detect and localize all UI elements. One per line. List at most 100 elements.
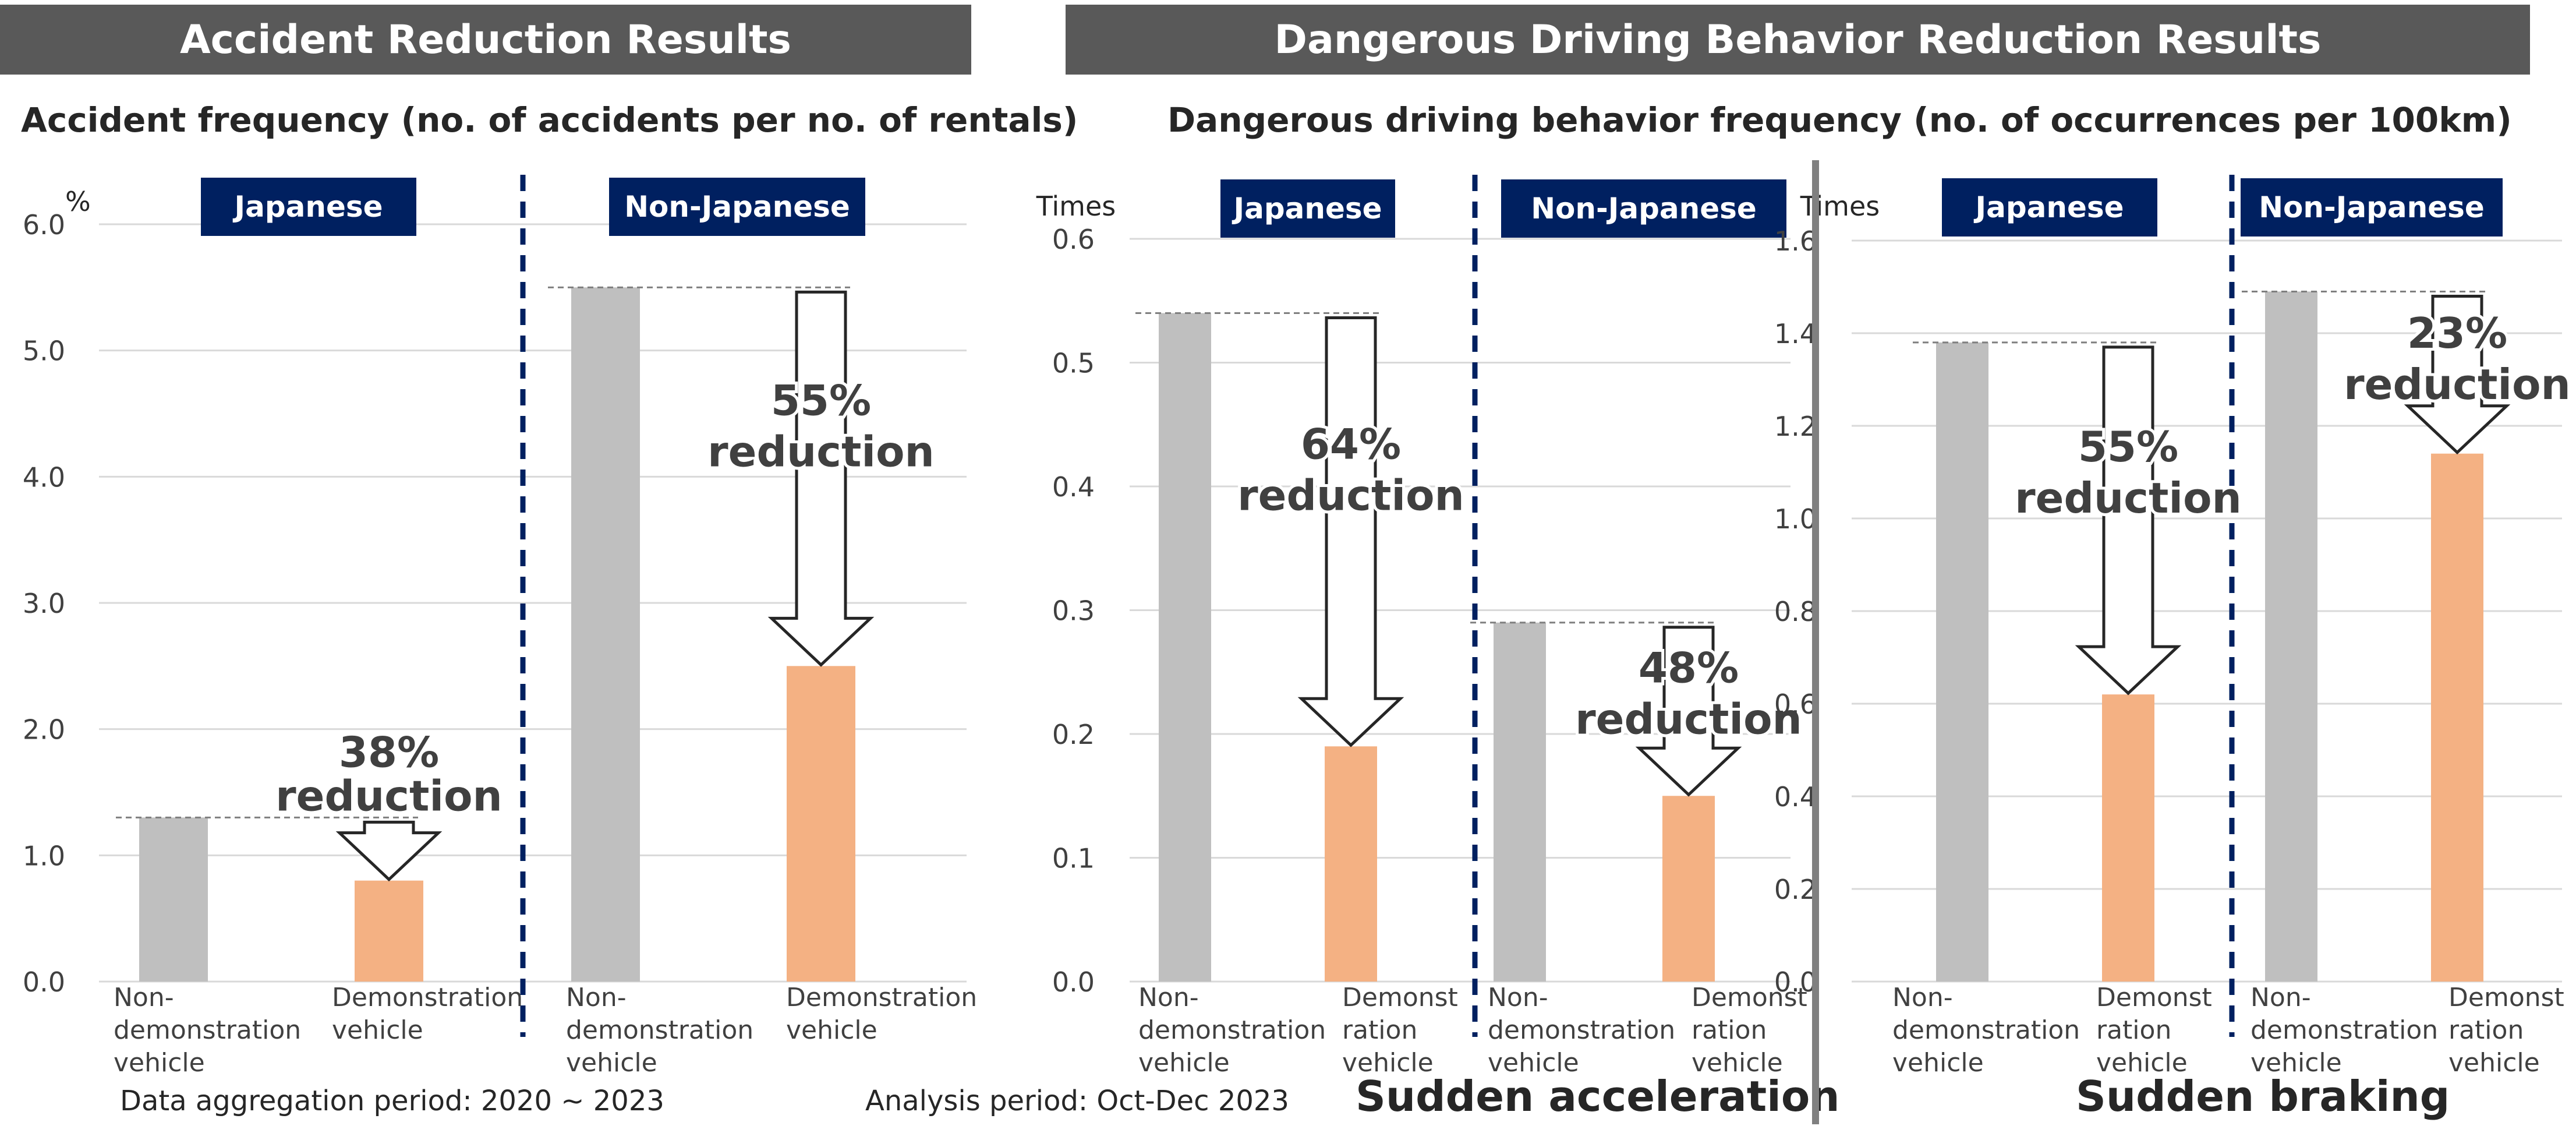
y-tick-label: 5.0 [23, 336, 65, 367]
reduction-arrow [1635, 626, 1742, 797]
y-tick-label: 1.6 [1774, 225, 1817, 257]
y-tick-label: 1.0 [1774, 503, 1817, 535]
bar-demonstration [2431, 453, 2483, 982]
y-tick-label: 0.5 [1052, 348, 1095, 379]
reduction-percent-label: 38% [339, 728, 439, 777]
x-category-label: vehicle [1488, 1048, 1579, 1078]
bar-demonstration [787, 666, 855, 982]
x-category-label: Demonst [1692, 983, 1807, 1012]
group-label-box [1220, 179, 1395, 238]
x-category-label: Non- [1138, 983, 1199, 1012]
reduction-arrow [1297, 316, 1404, 747]
reduction-percent-label: 48% [1639, 644, 1739, 693]
group-label-non-japanese: Non-Japanese [2259, 190, 2485, 224]
x-category-label: vehicle [566, 1048, 657, 1078]
x-category-label: vehicle [2251, 1048, 2342, 1078]
y-tick-label: 0.8 [1774, 596, 1817, 627]
reduction-percent-label: 64% [1301, 420, 1401, 469]
y-tick-label: 0.1 [1052, 843, 1095, 874]
y-tick-label: 1.4 [1774, 318, 1817, 350]
y-unit-label: Times [1800, 190, 1880, 222]
group-label-japanese: Japanese [1973, 190, 2124, 224]
accident-reduction-header: Accident Reduction Results [0, 5, 971, 75]
x-category-label: demonstration [566, 1015, 753, 1045]
sudden-braking-caption: Sudden braking [2076, 1072, 2450, 1121]
x-category-label: Demonstration [332, 983, 523, 1012]
bar-demonstration [1662, 796, 1715, 982]
y-tick-label: 0.0 [1774, 966, 1817, 998]
x-category-label: vehicle [114, 1048, 205, 1078]
y-tick-label: 4.0 [23, 461, 65, 493]
group-label-box [1942, 178, 2157, 237]
y-tick-label: 0.0 [1052, 966, 1095, 998]
bar-non-demonstration [1936, 342, 1988, 982]
y-tick-label: 0.3 [1052, 595, 1095, 627]
x-category-label: Non- [1488, 983, 1548, 1012]
x-category-label: ration [1692, 1015, 1767, 1045]
reduction-word-label: reduction [2344, 360, 2571, 409]
x-category-label: vehicle [2096, 1048, 2188, 1078]
x-category-label: vehicle [786, 1015, 877, 1045]
dangerous-driving-header: Dangerous Driving Behavior Reduction Res… [1066, 5, 2530, 75]
x-category-label: vehicle [2448, 1048, 2540, 1078]
reduction-arrow [2404, 294, 2511, 455]
group-label-japanese: Japanese [232, 190, 383, 224]
group-label-box [1501, 179, 1786, 238]
analysis-period: Analysis period: Oct-Dec 2023 [865, 1085, 1289, 1117]
x-category-label: Demonst [1342, 983, 1458, 1012]
x-category-label: Non- [2251, 983, 2311, 1012]
bar-non-demonstration [139, 817, 208, 982]
y-tick-label: 1.2 [1774, 411, 1817, 442]
reduction-word-label: reduction [1575, 695, 1802, 744]
x-category-label: vehicle [1342, 1048, 1434, 1078]
dangerous-driving-subtitle: Dangerous driving behavior frequency (no… [1167, 100, 2512, 140]
y-tick-label: 2.0 [23, 714, 65, 746]
bar-demonstration [1325, 746, 1377, 982]
x-category-label: vehicle [1138, 1048, 1230, 1078]
bar-demonstration [355, 880, 423, 982]
y-unit-label: % [65, 186, 91, 217]
x-category-label: vehicle [1692, 1048, 1783, 1078]
group-label-box [201, 178, 416, 236]
bar-non-demonstration [1159, 313, 1211, 982]
group-label-japanese: Japanese [1232, 192, 1382, 225]
x-category-label: Demonst [2096, 983, 2212, 1012]
group-label-box [2241, 178, 2503, 237]
y-tick-label: 0.2 [1052, 719, 1095, 750]
x-category-label: ration [2096, 1015, 2171, 1045]
reduction-word-label: reduction [2015, 474, 2242, 523]
x-category-label: demonstration [1488, 1015, 1675, 1045]
reduction-arrow [2075, 345, 2182, 696]
y-tick-label: 0.4 [1052, 471, 1095, 503]
reduction-percent-label: 23% [2407, 309, 2507, 358]
x-category-label: demonstration [2251, 1015, 2438, 1045]
group-label-box [609, 178, 865, 236]
bar-non-demonstration [2265, 291, 2317, 982]
y-tick-label: 0.2 [1774, 874, 1817, 905]
reduction-word-label: reduction [1237, 471, 1464, 520]
y-tick-label: 1.0 [23, 840, 65, 871]
reduction-percent-label: 55% [2078, 422, 2178, 471]
y-tick-label: 0.0 [23, 966, 65, 998]
x-category-label: Demonstration [786, 983, 977, 1012]
y-tick-label: 0.6 [1052, 224, 1095, 255]
bar-non-demonstration [571, 287, 640, 982]
x-category-label: vehicle [1892, 1048, 1984, 1078]
sudden-acceleration-caption: Sudden acceleration [1356, 1072, 1840, 1121]
y-tick-label: 0.4 [1774, 781, 1817, 813]
x-category-label: Non- [566, 983, 627, 1012]
reduction-percent-label: 55% [771, 376, 871, 425]
reduction-word-label: reduction [707, 428, 935, 477]
reduction-arrow [335, 820, 443, 882]
x-category-label: demonstration [114, 1015, 301, 1045]
group-label-non-japanese: Non-Japanese [624, 190, 850, 224]
y-tick-label: 3.0 [23, 588, 65, 619]
y-tick-label: 0.6 [1774, 689, 1817, 720]
x-category-label: Non- [1892, 983, 1953, 1012]
reduction-arrow [767, 290, 875, 667]
x-category-label: demonstration [1892, 1015, 2080, 1045]
reduction-word-label: reduction [275, 771, 503, 820]
